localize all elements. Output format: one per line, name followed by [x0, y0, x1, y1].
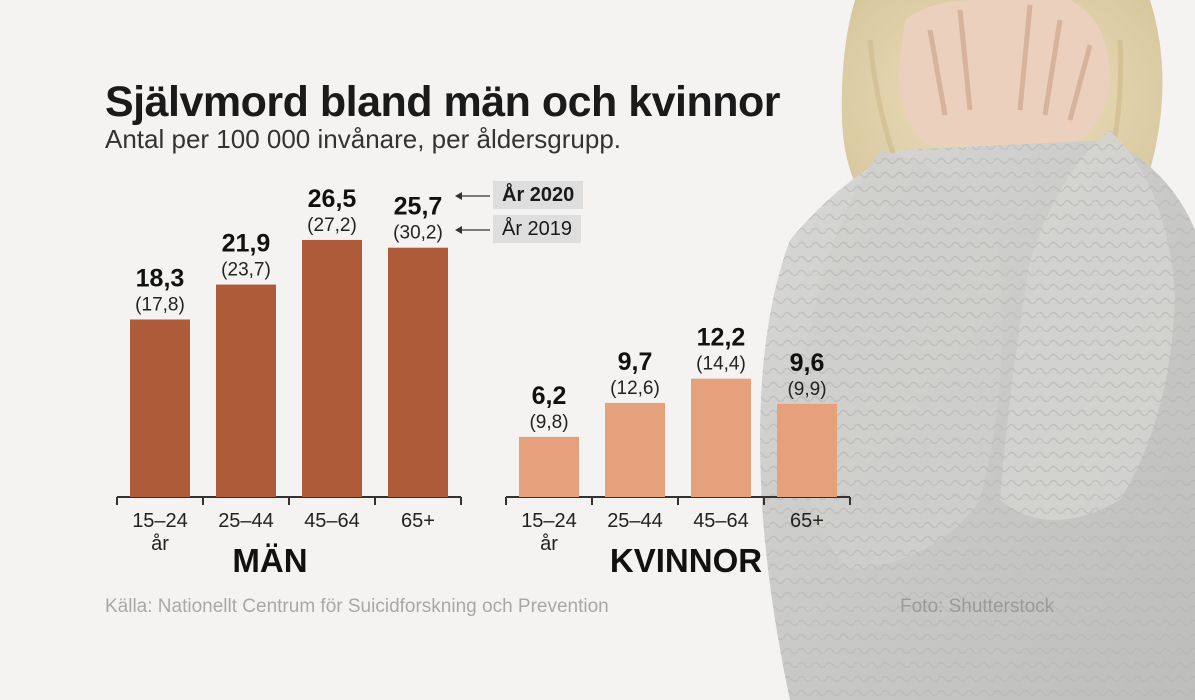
source-note: Källa: Nationellt Centrum för Suicidfors…	[105, 596, 609, 617]
women-bar-45-64	[691, 378, 751, 497]
women-value-2020-15-24: 6,2	[532, 382, 567, 410]
men-value-2019-15-24: (17,8)	[135, 294, 185, 315]
women-value-2020-65-plus: 9,6	[790, 349, 825, 377]
chart-panels: 18,3(17,8) 15–24 21,9(23,7) 25–44 26,5(27,2)…	[116, 185, 851, 579]
photo-credit: Foto: Shutterstock	[900, 596, 1055, 617]
legend-arrow-2020-head	[455, 192, 462, 200]
men-bar-45-64	[302, 239, 362, 497]
men-value-2019-65-plus: (30,2)	[393, 223, 443, 244]
women-value-2020-25-44: 9,7	[618, 348, 653, 376]
women-value-2019-45-64: (14,4)	[696, 354, 746, 375]
legend-arrow-2019-head	[455, 226, 462, 234]
women-category-label-45-64: 45–64	[693, 510, 749, 532]
men-value-2020-65-plus: 25,7	[394, 193, 443, 221]
men-bar-65-plus	[388, 247, 448, 497]
men-category-label-25-44: 25–44	[218, 510, 274, 532]
legend-arrows	[455, 192, 490, 234]
men-category-label-45-64: 45–64	[304, 510, 360, 532]
men-bar-15-24	[130, 319, 190, 497]
men-value-2019-25-44: (23,7)	[221, 260, 271, 281]
men-value-2020-45-64: 26,5	[308, 185, 357, 213]
women-value-2020-45-64: 12,2	[697, 324, 746, 352]
men-category-unit: år	[151, 533, 169, 555]
men-bar-25-44	[216, 284, 276, 497]
women-category-label-15-24: 15–24	[521, 510, 577, 532]
women-bar-25-44	[605, 402, 665, 497]
men-panel-label: MÄN	[232, 542, 307, 579]
women-panel-label: KVINNOR	[610, 542, 762, 579]
men-category-label-65-plus: 65+	[401, 510, 435, 532]
women-value-2019-15-24: (9,8)	[529, 412, 568, 433]
women-value-2019-65-plus: (9,9)	[787, 379, 826, 400]
women-value-2019-25-44: (12,6)	[610, 378, 660, 399]
chart-title: Självmord bland män och kvinnor	[105, 78, 781, 126]
women-category-label-25-44: 25–44	[607, 510, 663, 532]
women-category-unit: år	[540, 533, 558, 555]
women-category-label-65-plus: 65+	[790, 510, 824, 532]
legend-year-2020: År 2020	[493, 181, 584, 209]
men-value-2020-15-24: 18,3	[136, 264, 185, 292]
women-bar-15-24	[519, 436, 579, 497]
men-category-label-15-24: 15–24	[132, 510, 188, 532]
women-bar-65-plus	[777, 403, 837, 497]
legend-year-2019: År 2019	[493, 215, 582, 243]
men-value-2020-25-44: 21,9	[222, 230, 271, 258]
men-value-2019-45-64: (27,2)	[307, 215, 357, 236]
chart-subtitle: Antal per 100 000 invånare, per åldersgr…	[105, 124, 622, 154]
